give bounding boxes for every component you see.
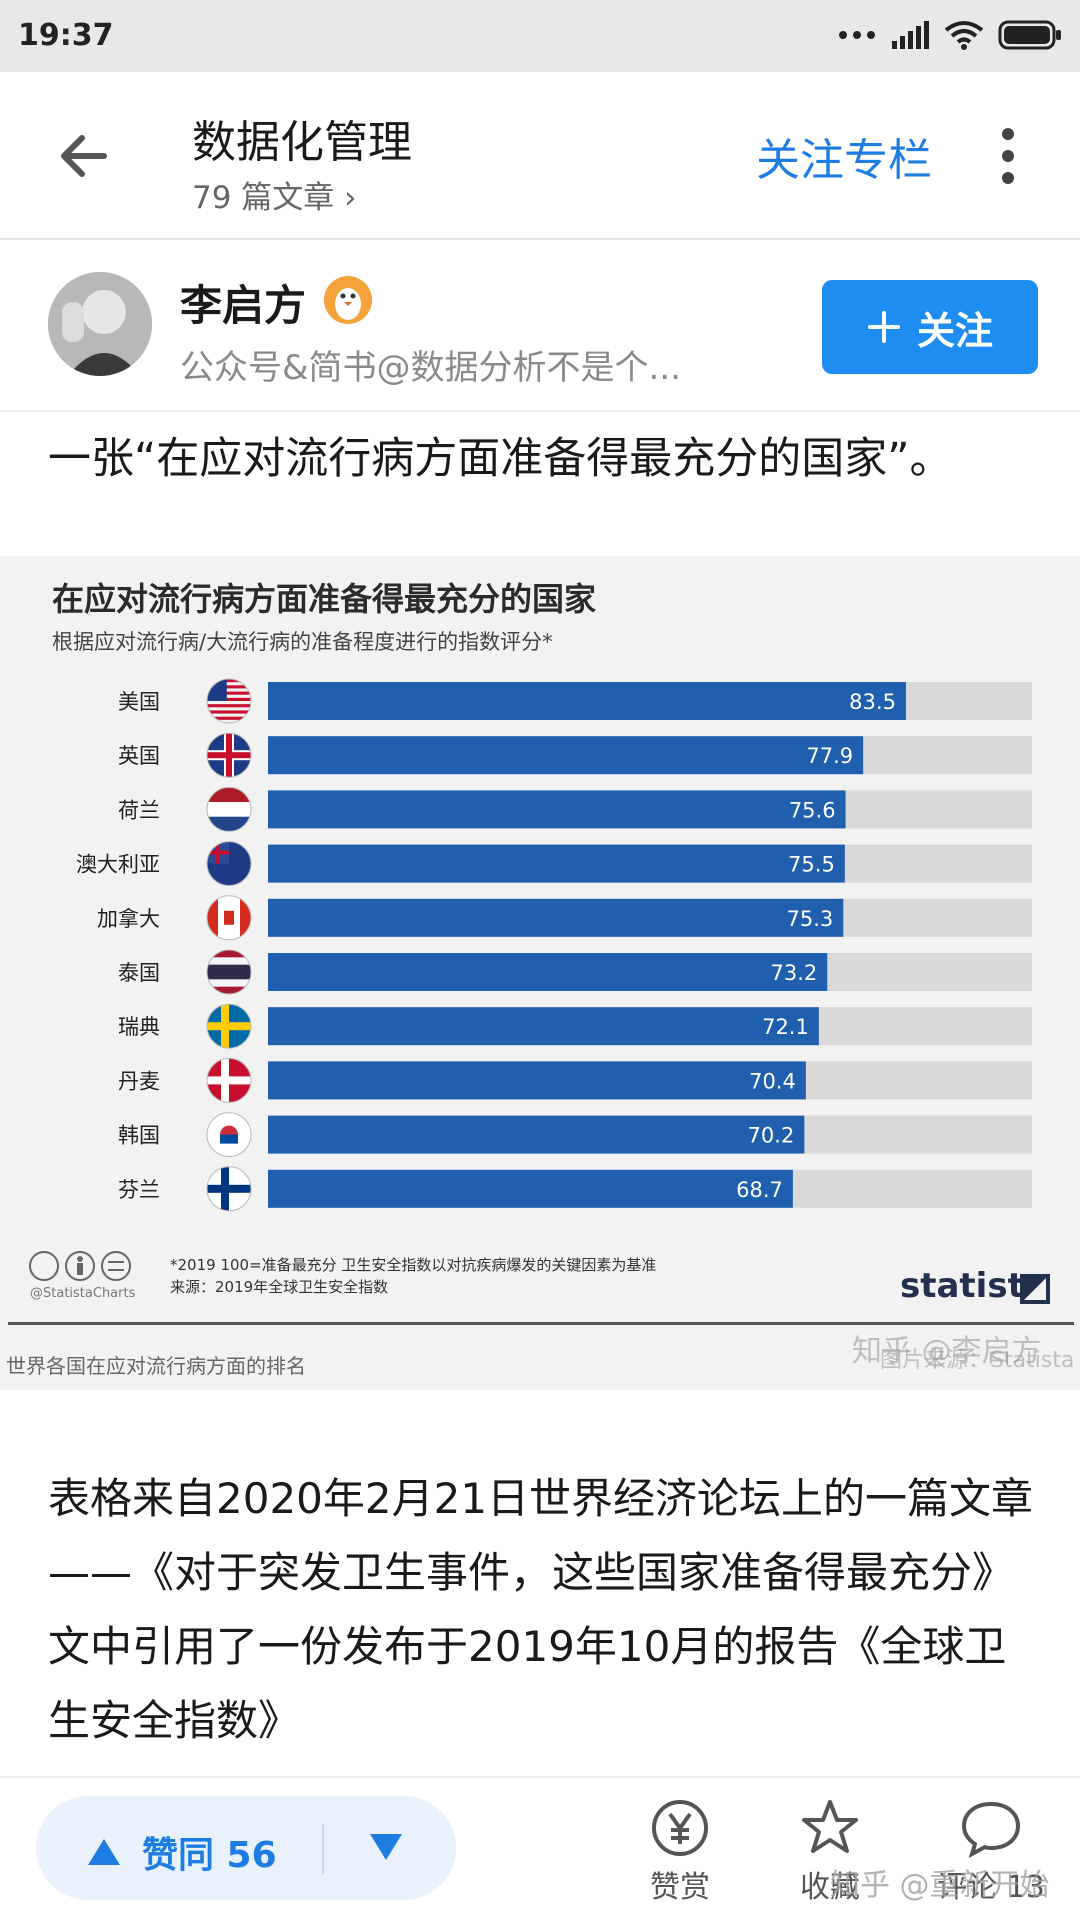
bar-value-label: 83.5 [849,690,896,714]
chart-footnote-line1: *2019 100=准备最充分 卫生安全指数以对抗疾病爆发的关键因素为基准 [170,1256,657,1274]
status-icons [838,18,1062,52]
bar [268,1169,793,1208]
bar-value-label: 70.2 [748,1124,795,1148]
country-label: 芬兰 [118,1178,160,1202]
country-label: 韩国 [118,1124,160,1148]
follow-author-button[interactable]: 关注 [822,280,1038,374]
flag-nl-icon [206,786,252,832]
comment-bubble-icon [961,1801,1021,1858]
bar [268,790,846,829]
cc-license-icons [29,1251,131,1281]
flag-au-icon [206,841,252,887]
bar-value-label: 72.1 [762,1015,809,1039]
bar-value-label: 75.6 [789,798,836,822]
flag-uk-icon [206,732,252,778]
country-label: 英国 [118,744,160,768]
author-row: 李启方 公众号&简书@数据分析不是个... 关注 [0,240,1080,412]
more-vertical-icon[interactable] [996,126,1020,186]
country-label: 加拿大 [97,907,160,931]
bar-chart: 美国 83.5 英国 77.9 荷兰 75.6 澳大利亚 75.5 加拿大 75.3 泰国 73.2 瑞… [76,678,1032,1212]
penguin-badge-icon [324,276,372,324]
comment-button[interactable]: 评论 13 [926,1798,1056,1906]
flag-th-icon [206,949,252,995]
figure-caption: 世界各国在应对流行病方面的排名 [6,1354,306,1378]
flag-us-icon [206,678,252,724]
article-figure[interactable]: 在应对流行病方面准备得最充分的国家 根据应对流行病/大流行病的准备程度进行的指数… [0,556,1080,1390]
author-description: 公众号&简书@数据分析不是个... [180,348,681,388]
bar-value-label: 73.2 [770,961,817,985]
bar-value-label: 68.7 [736,1178,783,1202]
bar [268,953,828,991]
favorite-button[interactable]: 收藏 [780,1798,880,1906]
article-count-link[interactable]: 79 篇文章 › [192,172,357,217]
vote-divider [322,1824,324,1874]
author-name[interactable]: 李启方 [180,281,307,330]
bottom-watermark: 知乎 @重新开始 [830,1868,1050,1903]
bar [268,1115,805,1154]
flag-dk-icon [206,1057,252,1103]
statista-logo-mark [1020,1274,1050,1304]
more-dots-icon [839,31,875,39]
chevron-right-icon: › [344,180,357,216]
column-title[interactable]: 数据化管理 [192,117,412,168]
bar-value-label: 75.5 [788,853,835,877]
plus-icon [867,311,900,343]
back-arrow-icon[interactable] [52,124,116,188]
vote-pill: 赞同 56 [36,1796,456,1900]
status-bar: 19:37 [0,0,1080,72]
country-label: 泰国 [118,961,160,985]
bar [268,844,845,883]
signal-icon [892,21,929,49]
follow-column-button[interactable]: 关注专栏 [756,135,932,186]
battery-icon [998,20,1061,50]
image-source-watermark: 图片来源：Statista [880,1348,1075,1373]
country-label: 美国 [118,690,160,714]
wifi-icon [944,21,984,50]
chart-divider [8,1322,1074,1325]
reward-button[interactable]: 赞赏 [630,1798,730,1906]
chart-footnote-line2: 来源：2019年全球卫生安全指数 [170,1278,389,1296]
column-header: 数据化管理 79 篇文章 › 关注专栏 [0,72,1080,240]
bar [268,898,844,937]
country-label: 瑞典 [118,1015,160,1039]
flag-ca-icon [206,895,252,941]
bar [268,1007,819,1046]
chart-title: 在应对流行病方面准备得最充分的国家 [52,580,597,618]
flag-se-icon [206,1003,252,1049]
bar [268,736,864,775]
disagree-triangle-down-icon[interactable] [366,1830,406,1864]
lead-text: 一张“在应对流行病方面准备得最充分的国家”。 [48,434,953,484]
country-label: 荷兰 [118,798,160,822]
yen-circle-icon [652,1800,708,1856]
chart-footnote: *2019 100=准备最充分 卫生安全指数以对抗疾病爆发的关键因素为基准 来源… [170,1254,656,1298]
favorite-label: 收藏 [800,1870,860,1905]
chart-subtitle: 根据应对流行病/大流行病的准备程度进行的指数评分* [52,630,553,654]
agree-label: 赞同 56 [142,1835,277,1876]
bar-value-label: 77.9 [806,744,853,768]
bar [268,1061,806,1100]
bar-value-label: 70.4 [749,1069,796,1093]
country-label: 丹麦 [118,1069,160,1093]
article-paragraph: 表格来自2020年2月21日世界经济论坛上的一篇文章——《对于突发卫生事件，这些… [48,1474,1034,1745]
flag-fi-icon [206,1166,252,1212]
country-label: 澳大利亚 [76,853,160,877]
bar-value-label: 75.3 [787,907,834,931]
zhihu-watermark: 知乎 @李启方 [852,1334,1042,1369]
comment-label: 评论 13 [937,1870,1045,1905]
bar [268,682,906,720]
star-icon [802,1800,858,1853]
bottom-action-bar: 赞同 56 赞赏 收藏 评论 13 知乎 @重新开始 [0,1776,1080,1920]
article-count-text: 79 篇文章 [192,180,335,216]
flag-kr-icon [206,1112,252,1158]
triangle-up-icon [88,1839,120,1865]
status-time: 19:37 [18,18,114,53]
reward-label: 赞赏 [650,1870,710,1905]
agree-button[interactable]: 赞同 56 [86,1826,277,1878]
avatar[interactable] [48,272,152,376]
follow-author-label: 关注 [916,308,993,353]
statista-charts-tag: @StatistaCharts [30,1286,136,1301]
